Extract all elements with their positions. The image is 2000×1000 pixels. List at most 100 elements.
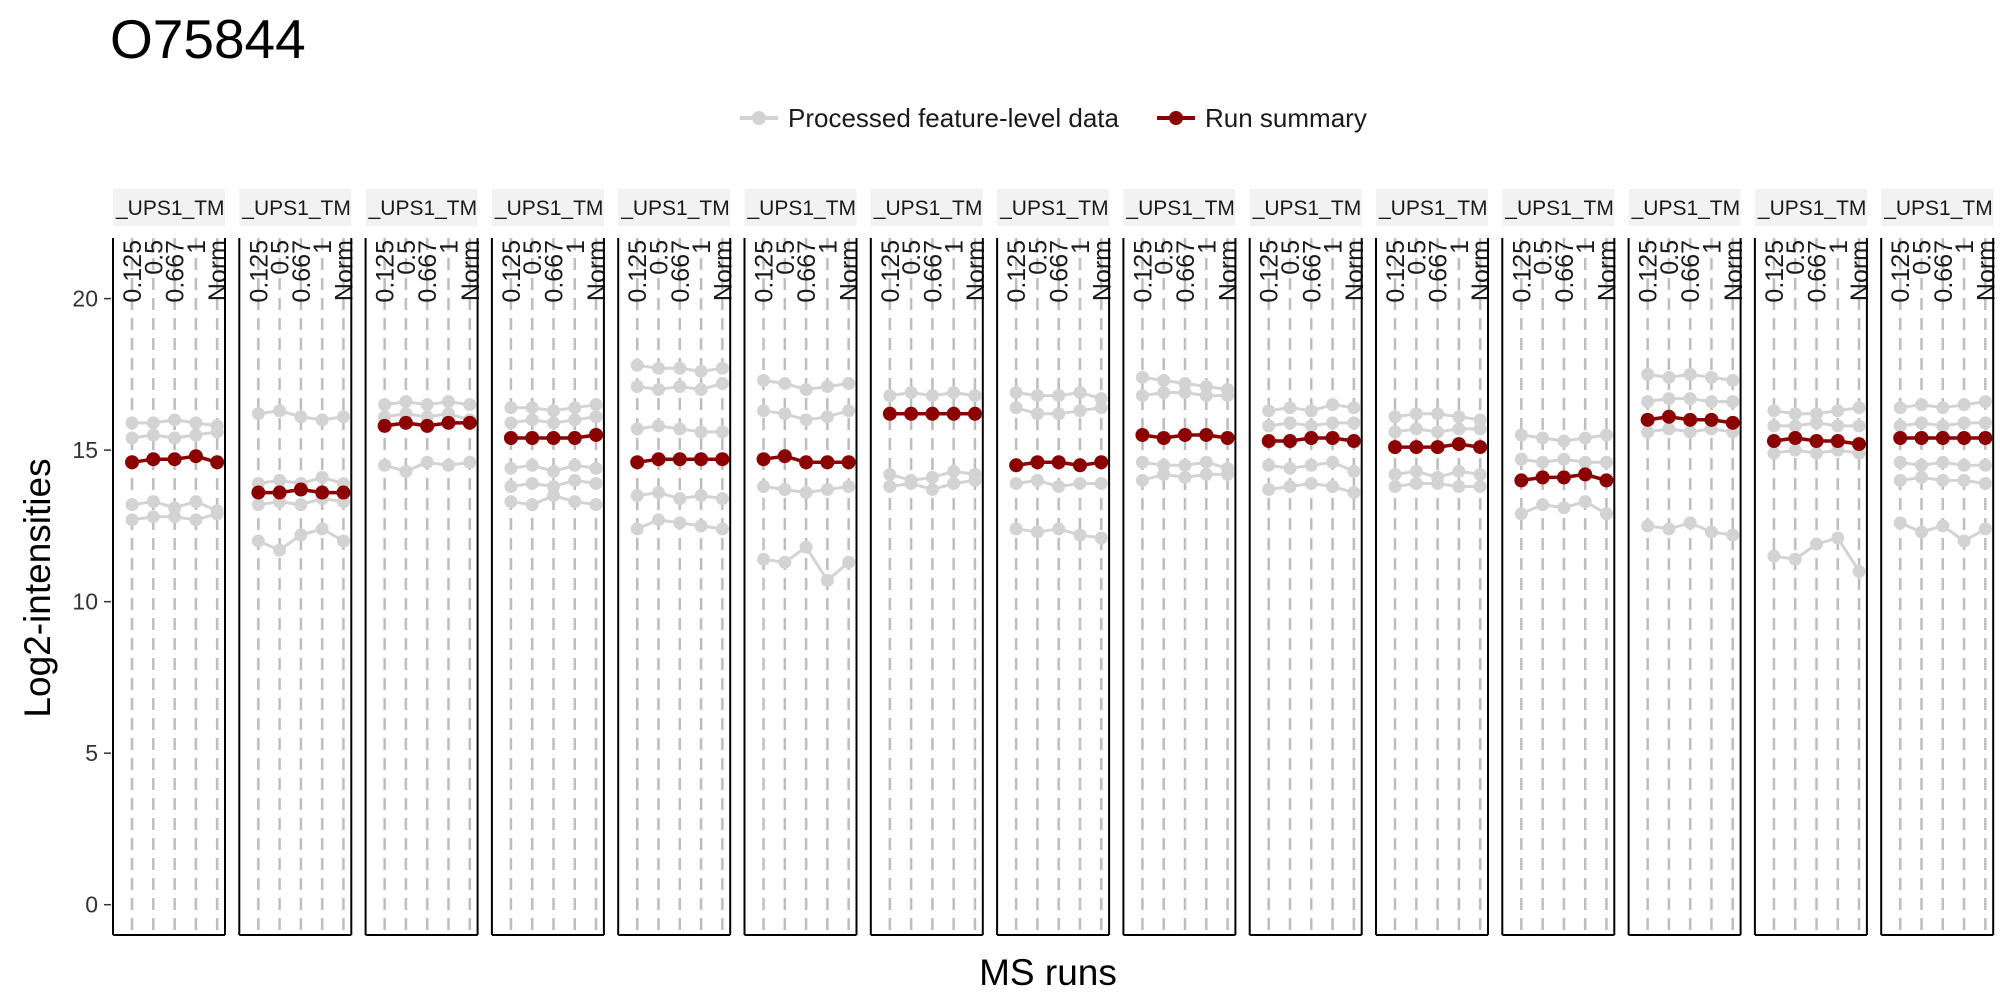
feature-point: [1978, 476, 1992, 490]
run-label: Norm: [1720, 240, 1748, 301]
feature-point: [1578, 431, 1592, 445]
feature-point: [1388, 410, 1402, 424]
summary-point: [315, 485, 330, 500]
feature-point: [189, 428, 203, 442]
feature-point: [1157, 467, 1171, 481]
run-label: 0.5: [1403, 240, 1431, 275]
feature-point: [1347, 464, 1361, 478]
summary-point: [1852, 437, 1867, 452]
facet-strip: [1502, 189, 1615, 226]
feature-point: [1473, 479, 1487, 493]
feature-point: [1326, 416, 1340, 430]
summary-point: [1766, 434, 1781, 449]
feature-point: [757, 552, 771, 566]
feature-point: [1726, 373, 1740, 387]
feature-point: [1662, 422, 1676, 436]
feature-point: [1683, 392, 1697, 406]
run-label: 1: [309, 240, 337, 254]
feature-point: [968, 389, 982, 403]
feature-point: [904, 386, 918, 400]
summary-point: [1409, 440, 1424, 455]
feature-point: [1157, 458, 1171, 472]
feature-point: [1030, 389, 1044, 403]
feature-point: [1452, 479, 1466, 493]
feature-point: [1915, 458, 1929, 472]
facet-strip-label: _UPS1_TM: [747, 197, 857, 220]
feature-point: [463, 398, 477, 412]
facet-strip: [1249, 189, 1362, 226]
feature-point: [820, 483, 834, 497]
run-label: 0.667: [1804, 240, 1832, 303]
run-label: 0.5: [898, 240, 926, 275]
feature-point: [1957, 458, 1971, 472]
facet-strip: [491, 189, 604, 226]
feature-point: [251, 498, 265, 512]
summary-point: [967, 406, 982, 421]
feature-point: [1221, 389, 1235, 403]
feature-point: [1578, 455, 1592, 469]
feature-point: [1409, 407, 1423, 421]
run-label: 0.125: [624, 240, 652, 303]
feature-point: [589, 461, 603, 475]
summary-point: [420, 418, 435, 433]
run-label: 1: [688, 240, 716, 254]
y-tick-label: 20: [72, 286, 98, 312]
summary-point: [1725, 415, 1740, 430]
run-label: 1: [436, 240, 464, 254]
summary-point: [1683, 412, 1698, 427]
feature-point: [925, 483, 939, 497]
feature-point: [715, 361, 729, 375]
feature-point: [1978, 458, 1992, 472]
feature-point: [1347, 401, 1361, 415]
feature-point: [1852, 419, 1866, 433]
feature-point: [1094, 392, 1108, 406]
feature-point: [968, 473, 982, 487]
facet-strip: [870, 189, 983, 226]
run-label: 0.125: [1508, 240, 1536, 303]
feature-point: [1641, 519, 1655, 533]
feature-point: [1893, 419, 1907, 433]
feature-point: [1831, 531, 1845, 545]
summary-point: [1640, 412, 1655, 427]
facet-strip-label: _UPS1_TM: [1252, 197, 1362, 220]
run-label: 0.667: [541, 240, 569, 303]
feature-point: [1073, 476, 1087, 490]
run-label: 1: [1951, 240, 1979, 254]
feature-point: [1893, 455, 1907, 469]
feature-point: [1662, 370, 1676, 384]
run-label: 0.5: [140, 240, 168, 275]
feature-point: [1915, 416, 1929, 430]
feature-point: [1262, 458, 1276, 472]
summary-point: [841, 455, 856, 470]
facet-strip-label: _UPS1_TM: [368, 197, 478, 220]
feature-point: [1199, 467, 1213, 481]
run-label: Norm: [457, 240, 485, 301]
feature-point: [778, 555, 792, 569]
feature-point: [673, 516, 687, 530]
summary-point: [799, 455, 814, 470]
feature-point: [1788, 419, 1802, 433]
legend-key-summary-point: [1169, 111, 1183, 125]
feature-point: [1831, 404, 1845, 418]
feature-point: [694, 364, 708, 378]
feature-point: [1030, 407, 1044, 421]
feature-point: [630, 522, 644, 536]
legend-key-feature-point: [752, 111, 766, 125]
feature-point: [525, 413, 539, 427]
feature-point: [1936, 401, 1950, 415]
y-tick-label: 10: [72, 589, 98, 615]
summary-point: [756, 452, 771, 467]
feature-point: [1431, 476, 1445, 490]
feature-point: [1283, 416, 1297, 430]
summary-point: [377, 418, 392, 433]
run-label: 0.125: [372, 240, 400, 303]
facet-strip: [1628, 189, 1741, 226]
facet-strip-label: _UPS1_TM: [1883, 197, 1993, 220]
summary-point: [1156, 431, 1171, 446]
feature-point: [1304, 404, 1318, 418]
feature-point: [652, 513, 666, 527]
run-label: Norm: [962, 240, 990, 301]
